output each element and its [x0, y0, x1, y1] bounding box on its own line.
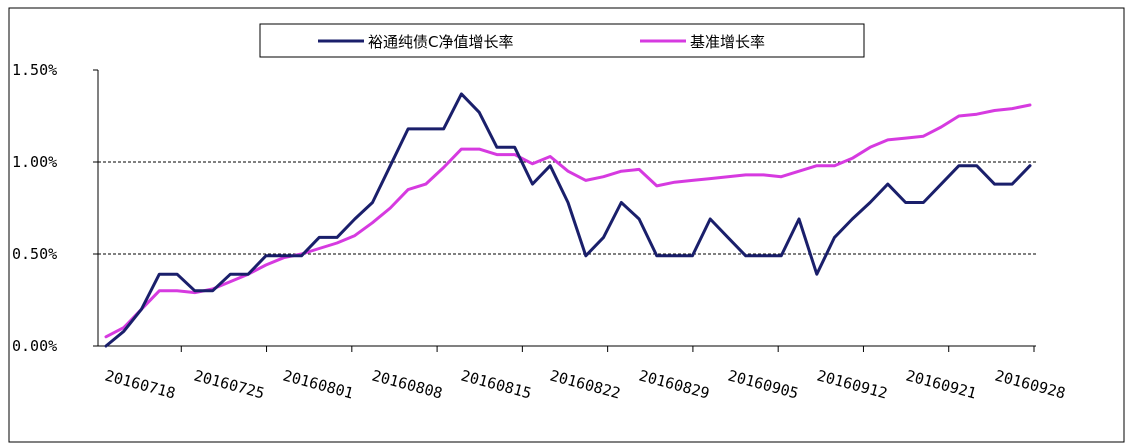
legend-label-series-1: 裕通纯债C净值增长率 — [368, 33, 513, 51]
y-tick-label-2: 1.00% — [12, 153, 57, 171]
plot-area — [98, 70, 1122, 346]
y-axis-ticks: 0.00% 0.50% 1.00% 1.50% — [12, 61, 98, 355]
legend: 裕通纯债C净值增长率 基准增长率 — [259, 23, 865, 58]
y-tick-label-1: 0.50% — [12, 245, 57, 263]
series-lines — [104, 92, 1032, 348]
y-tick-label-3: 1.50% — [12, 61, 57, 79]
gridlines — [98, 161, 1036, 255]
y-tick-label-0: 0.00% — [12, 337, 57, 355]
series-line-1 — [104, 92, 1032, 348]
legend-label-series-2: 基准增长率 — [690, 33, 765, 51]
series-line-2 — [104, 103, 1032, 339]
